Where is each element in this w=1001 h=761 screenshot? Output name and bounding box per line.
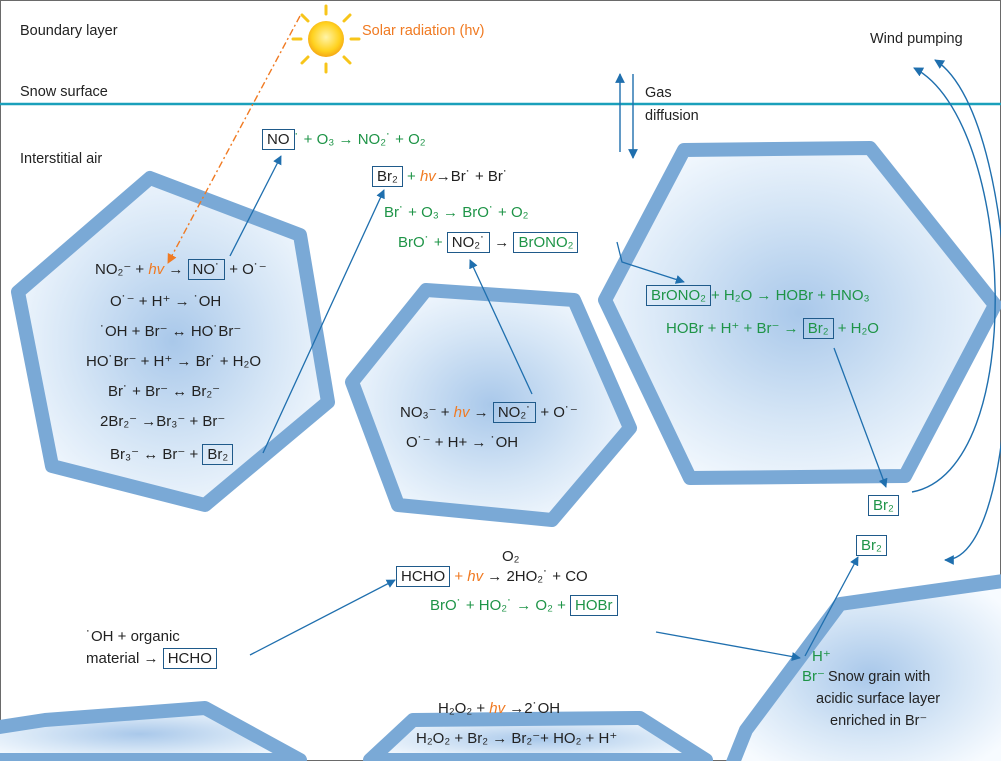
- reaction-oh-organic: ˙OH + organic: [86, 628, 180, 645]
- solar-radiation-arrow: [167, 15, 301, 264]
- hcho-box-grain: HCHO: [162, 648, 217, 669]
- no-radical-box: NO: [262, 129, 295, 150]
- arrow-br2-release: [833, 347, 888, 488]
- arrow-no-to-atmosphere: [229, 155, 282, 257]
- arrow-hcho-to-air: [249, 579, 396, 656]
- interstitial-air-label: Interstitial air: [20, 151, 103, 167]
- hobr-box: HOBr: [570, 595, 618, 616]
- o2-label: O₂: [502, 548, 520, 565]
- reaction-hobr-h: HO˙Br⁻ + H⁺ → Br˙ + H₂O: [86, 353, 262, 370]
- snow-grain-bottom-center: [363, 711, 713, 761]
- arrow-hobr-to-grain: [655, 631, 801, 662]
- br2-box-grain: Br₂: [202, 444, 234, 465]
- reaction-h2o2-photolysis: H₂O₂ + hv →2˙OH: [438, 700, 561, 717]
- arrow-brono2-to-grain: [616, 241, 685, 284]
- snow-surface-label: Snow surface: [20, 84, 108, 100]
- reaction-o-h-oh: O˙⁻ + H⁺ → ˙OH: [110, 293, 222, 310]
- reaction-bro-no2: BrO˙ + NO₂˙ → BrONO₂: [398, 232, 579, 253]
- reaction-organic-hcho: material → HCHO: [86, 648, 217, 669]
- snow-grain-bottom-right: [726, 574, 1001, 761]
- sun-icon: [291, 4, 361, 74]
- reaction-br-br2: Br˙ + Br⁻ ↔ Br₂⁻: [108, 383, 221, 400]
- no2-box-grain: NO₂˙: [492, 402, 537, 423]
- brono2-box-upper: BrONO₂: [513, 232, 579, 253]
- reaction-oh-br: ˙OH + Br⁻ ↔ HO˙Br⁻: [100, 323, 242, 340]
- brminus-label: Br⁻: [802, 668, 825, 685]
- reaction-no2-photolysis: NO₂⁻ + hv → NO˙ + O˙⁻: [95, 259, 267, 280]
- reaction-hcho-photolysis: HCHO + hv → 2HO₂˙ + CO: [396, 566, 588, 587]
- arrow-br2-to-atmosphere: [262, 189, 385, 454]
- reaction-br2-photolysis: Br₂ + hv→Br˙ + Br˙: [372, 166, 508, 187]
- reaction-no-o3: NO ˙ + O₃ → NO₂˙ + O₂: [262, 129, 426, 150]
- snow-grain-label-2: acidic surface layer: [816, 691, 941, 707]
- br2-release-bottom: Br₂: [856, 535, 887, 556]
- reaction-brono2-hydrolysis: BrONO₂ + H₂O → HOBr + HNO₃: [646, 285, 870, 306]
- snow-grain-center: [345, 283, 637, 527]
- br2-box-upper: Br₂: [372, 166, 403, 187]
- reaction-hobr-br: HOBr + H⁺ + Br⁻ → Br₂ + H₂O: [666, 318, 879, 339]
- wind-pumping-curve-inner: [911, 67, 996, 493]
- no2-box-upper: NO₂˙: [446, 232, 491, 253]
- arrow-no2-to-atmosphere: [469, 259, 533, 395]
- reaction-no3-photolysis: NO₃⁻ + hv → NO₂˙ + O˙⁻: [400, 402, 578, 423]
- gas-diffusion-label-1: Gas: [645, 85, 672, 101]
- brono2-box-grain: BrONO₂: [646, 285, 711, 306]
- arrow-hobr-to-br2: [804, 556, 859, 657]
- snow-grain-bottom-left: [0, 701, 307, 761]
- hcho-box-air: HCHO: [396, 566, 451, 587]
- reaction-br-o3: Br˙ + O₃ → BrO˙ + O₂: [384, 204, 529, 221]
- hplus-label: H⁺: [812, 648, 831, 665]
- reaction-bro-ho2: BrO˙ + HO₂˙ → O₂ + HOBr: [430, 595, 618, 616]
- snow-grain-label-1: Snow grain with: [828, 669, 931, 685]
- reaction-2br2: 2Br₂⁻ →Br₃⁻ + Br⁻: [100, 413, 226, 430]
- solar-radiation-label: Solar radiation (hv): [362, 23, 485, 39]
- reaction-h2o2-br2: H₂O₂ + Br₂ → Br₂⁻+ HO₂ + H⁺: [416, 730, 618, 747]
- wind-pumping-curve-outer: [934, 59, 1001, 565]
- snow-grain-right: [598, 141, 1001, 485]
- reaction-br3: Br₃⁻ ↔ Br⁻ + Br₂: [110, 444, 234, 465]
- no-radical-box-grain: NO˙: [187, 259, 226, 280]
- snow-grain-label-3: enriched in Br⁻: [830, 713, 928, 729]
- reaction-o-hplus: O˙⁻ + H+ → ˙OH: [406, 434, 519, 451]
- br2-release-top: Br₂: [868, 495, 899, 516]
- br2-box-right-grain: Br₂: [802, 318, 834, 339]
- gas-diffusion-label-2: diffusion: [645, 108, 699, 124]
- snow-grain-left: [11, 171, 335, 512]
- boundary-layer-label: Boundary layer: [20, 23, 118, 39]
- wind-pumping-label: Wind pumping: [870, 31, 963, 47]
